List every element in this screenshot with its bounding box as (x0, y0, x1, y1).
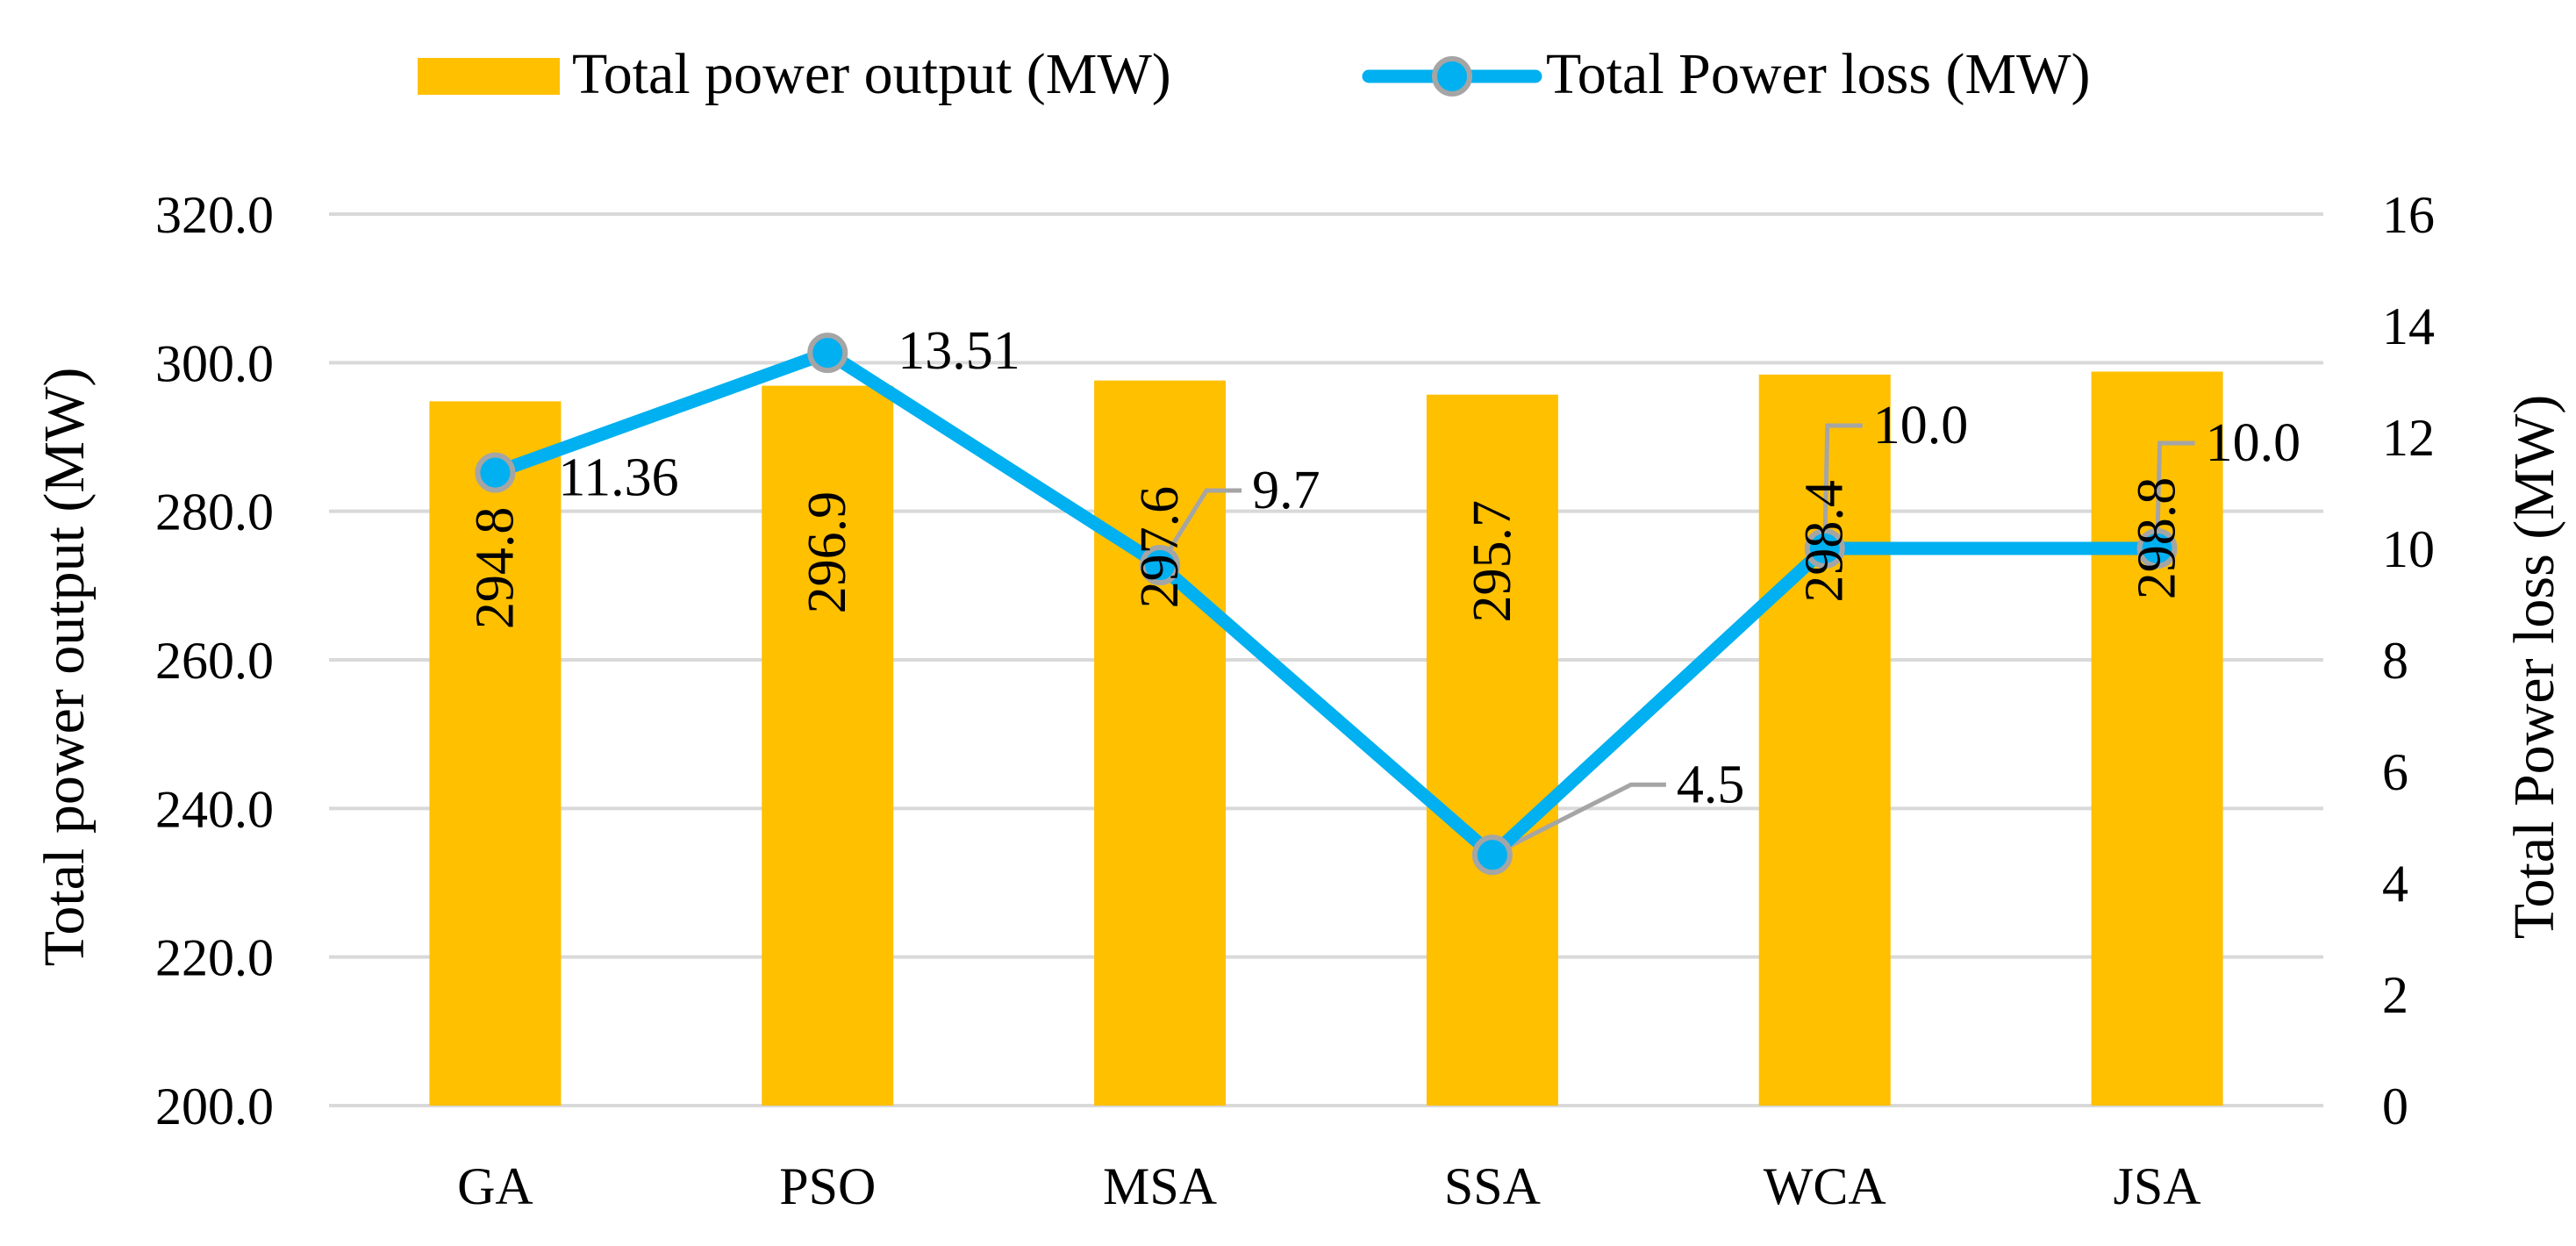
line-data-label: 10.0 (2206, 413, 2301, 473)
right-axis-tick-label: 12 (2382, 409, 2435, 467)
data-labels: 294.8 296.9 297.6 295.7 298.4 298.8 11.36 13.51… (465, 321, 2301, 814)
right-axis-title: Total Power loss (MW) (2502, 395, 2566, 939)
left-axis-tick-label: 280.0 (155, 483, 274, 541)
bar-data-label: 298.4 (1795, 480, 1855, 603)
power-loss-marker (807, 333, 848, 374)
x-axis-tick-label: SSA (1444, 1157, 1541, 1215)
left-axis-tick-label: 260.0 (155, 632, 274, 690)
x-axis-tick-label: GA (457, 1157, 533, 1215)
left-axis-tick-label: 240.0 (155, 780, 274, 838)
gridlines (329, 212, 2323, 1107)
bar (1094, 380, 1227, 1106)
x-axis-tick-label: MSA (1103, 1157, 1217, 1215)
right-axis-tick-label: 0 (2382, 1078, 2408, 1135)
line-data-label: 4.5 (1677, 755, 1745, 814)
line-data-label: 9.7 (1252, 461, 1320, 520)
right-axis-tick-label: 8 (2382, 632, 2408, 690)
power-loss-line (488, 346, 2165, 862)
left-axis-tick-label: 320.0 (155, 186, 274, 244)
data-label-leader-line (1491, 782, 1666, 857)
leader-lines (1157, 423, 2195, 857)
line-data-label: 13.51 (898, 321, 1020, 381)
power-loss-marker (1804, 528, 1845, 569)
bar-data-label: 296.9 (798, 491, 857, 614)
bar-data-label: 297.6 (1130, 486, 1190, 609)
power-loss-marker (2136, 528, 2178, 569)
legend: Total power output (MW) Total Power loss… (418, 42, 2090, 106)
left-axis-tick-label: 200.0 (155, 1078, 274, 1135)
x-axis-tick-label: PSO (779, 1157, 876, 1215)
power-loss-marker (1140, 545, 1181, 586)
right-axis-tick-label: 10 (2382, 520, 2435, 578)
right-axis-tick-label: 16 (2382, 186, 2435, 244)
right-axis-tick-label: 2 (2382, 966, 2408, 1024)
line-data-label: 11.36 (558, 448, 678, 508)
bar (1426, 394, 1558, 1106)
right-axis-tick-label: 4 (2382, 855, 2408, 913)
right-axis-tick-label: 6 (2382, 743, 2408, 801)
data-label-leader-line (1157, 488, 1242, 567)
right-axis-tick-label: 14 (2382, 297, 2435, 355)
bar-data-label: 298.8 (2128, 477, 2187, 600)
left-axis-tick-label: 300.0 (155, 334, 274, 392)
bar (429, 401, 562, 1106)
line-data-label: 10.0 (1873, 396, 1969, 455)
power-loss-marker (475, 452, 516, 493)
power-loss-marker (1471, 834, 1513, 876)
legend-line-label: Total Power loss (MW) (1546, 42, 2090, 106)
bar-data-label: 294.8 (465, 507, 525, 630)
bar-data-label: 295.7 (1463, 500, 1522, 623)
data-label-leader-line (1822, 423, 1863, 549)
x-axis-tick-label: JSA (2114, 1157, 2201, 1215)
bar-series (429, 371, 2223, 1106)
legend-bar-swatch (418, 58, 560, 95)
axes: 200.0 220.0 240.0 260.0 280.0 300.0 320.0 0 2 4 6 8… (155, 186, 2435, 1215)
data-label-leader-line (2155, 440, 2195, 549)
left-axis-tick-label: 220.0 (155, 929, 274, 987)
legend-bar-label: Total power output (MW) (572, 42, 1171, 106)
x-axis-tick-label: WCA (1764, 1157, 1886, 1215)
line-series (475, 333, 2178, 876)
legend-line-marker (1432, 56, 1472, 97)
left-axis-title: Total power output (MW) (32, 368, 97, 967)
bar (762, 385, 894, 1106)
